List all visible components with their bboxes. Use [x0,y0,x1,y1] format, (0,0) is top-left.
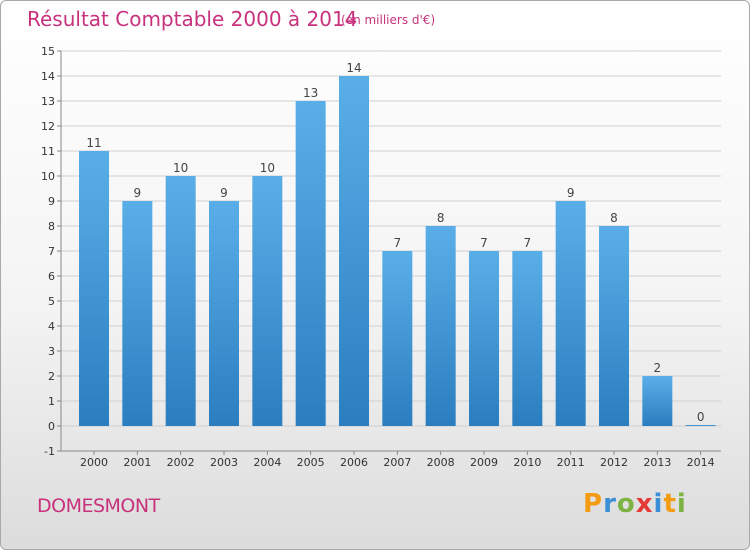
data-label: 7 [480,236,488,250]
x-tick-label: 2009 [470,456,498,469]
data-label: 7 [524,236,532,250]
y-tick-label: 12 [41,120,55,133]
chart-title: Résultat Comptable 2000 à 2014 [27,7,358,31]
y-tick-label: 6 [48,270,55,283]
y-tick-label: 0 [48,420,55,433]
data-label: 9 [134,186,142,200]
y-tick-label: 4 [48,320,55,333]
x-tick-label: 2000 [80,456,108,469]
x-tick-label: 2008 [427,456,455,469]
data-label: 10 [173,161,188,175]
data-label: 11 [86,136,101,150]
data-label: 8 [610,211,618,225]
y-tick-label: 1 [48,395,55,408]
y-tick-label: 3 [48,345,55,358]
bar [512,251,543,426]
bar [295,101,326,426]
y-tick-label: 8 [48,220,55,233]
y-tick-label: 10 [41,170,55,183]
data-label: 7 [394,236,402,250]
x-tick-label: 2001 [123,456,151,469]
data-label: 9 [220,186,228,200]
bar [122,201,153,426]
y-tick-label: 15 [41,45,55,58]
x-tick-label: 2006 [340,456,368,469]
data-label: 9 [567,186,575,200]
bar [209,201,239,426]
x-tick-label: 2010 [513,456,541,469]
x-tick-label: 2002 [167,456,195,469]
x-tick-label: 2012 [600,456,628,469]
y-tick-label: 7 [48,245,55,258]
data-label: 8 [437,211,445,225]
x-tick-label: 2003 [210,456,238,469]
y-tick-label: 9 [48,195,55,208]
bar [79,151,109,426]
bar [685,425,716,426]
data-label: 2 [654,361,662,375]
data-label: 14 [346,61,361,75]
proxiti-logo[interactable]: Proxiti [583,489,687,519]
y-tick-label: 14 [41,70,55,83]
y-tick-label: -1 [44,445,55,458]
y-tick-label: 11 [41,145,55,158]
x-tick-label: 2007 [383,456,411,469]
x-tick-label: 2011 [557,456,585,469]
bar [425,226,456,426]
y-tick-label: 13 [41,95,55,108]
x-tick-label: 2014 [687,456,715,469]
x-tick-label: 2005 [297,456,325,469]
data-label: 13 [303,86,318,100]
bar [469,251,499,426]
bar [642,376,673,426]
place-name: DOMESMONT [37,495,160,517]
data-label: 10 [260,161,275,175]
bar [165,176,196,426]
y-tick-label: 2 [48,370,55,383]
bar [339,76,369,426]
bar [252,176,283,426]
x-tick-label: 2013 [643,456,671,469]
y-tick-label: 5 [48,295,55,308]
data-label: 0 [697,410,705,424]
bar [382,251,413,426]
bar [555,201,586,426]
bar [599,226,629,426]
chart-subtitle: (en milliers d'€) [341,13,436,27]
x-tick-label: 2004 [253,456,281,469]
